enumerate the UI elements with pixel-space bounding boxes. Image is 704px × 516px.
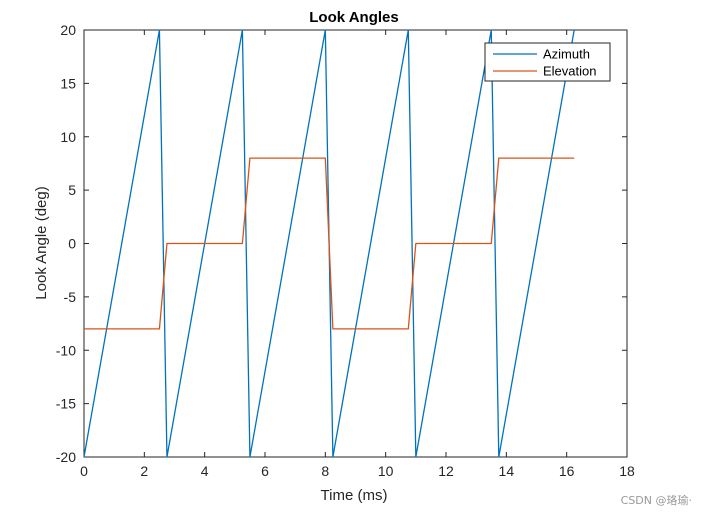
- x-tick-label: 2: [140, 463, 148, 479]
- x-axis-ticks: 0 2 4 6 8 10 12 14 16 18: [80, 30, 635, 479]
- series-line-elevation: [84, 157, 575, 330]
- y-axis-ticks: -20 -15 -10 -5 0 5 10 15 20: [56, 22, 627, 465]
- y-tick-label: -20: [56, 449, 76, 465]
- x-axis-label: Time (ms): [321, 487, 388, 504]
- y-tick-label: 5: [68, 182, 76, 198]
- y-axis-label: Look Angle (deg): [33, 186, 50, 299]
- y-tick-label: 10: [60, 129, 76, 145]
- x-tick-label: 6: [261, 463, 269, 479]
- y-tick-label: 15: [60, 75, 76, 91]
- chart-title: Look Angles: [309, 9, 398, 26]
- x-tick-label: 18: [619, 463, 635, 479]
- x-tick-label: 14: [499, 463, 515, 479]
- x-tick-label: 0: [80, 463, 88, 479]
- legend-label-azimuth: Azimuth: [543, 47, 590, 62]
- y-tick-label: -10: [56, 342, 76, 358]
- y-tick-label: -5: [64, 289, 77, 305]
- x-tick-label: 4: [201, 463, 209, 479]
- x-tick-label: 12: [438, 463, 454, 479]
- legend-label-elevation: Elevation: [543, 64, 596, 79]
- y-tick-label: 0: [68, 236, 76, 252]
- series-layer: [83, 29, 575, 458]
- x-tick-label: 10: [378, 463, 394, 479]
- x-tick-label: 8: [321, 463, 329, 479]
- watermark: CSDN @珞瑜·: [620, 494, 692, 507]
- legend: Azimuth Elevation: [484, 42, 611, 82]
- x-tick-label: 16: [559, 463, 575, 479]
- y-tick-label: 20: [60, 22, 76, 38]
- y-tick-label: -15: [56, 396, 76, 412]
- legend-box: [484, 42, 611, 82]
